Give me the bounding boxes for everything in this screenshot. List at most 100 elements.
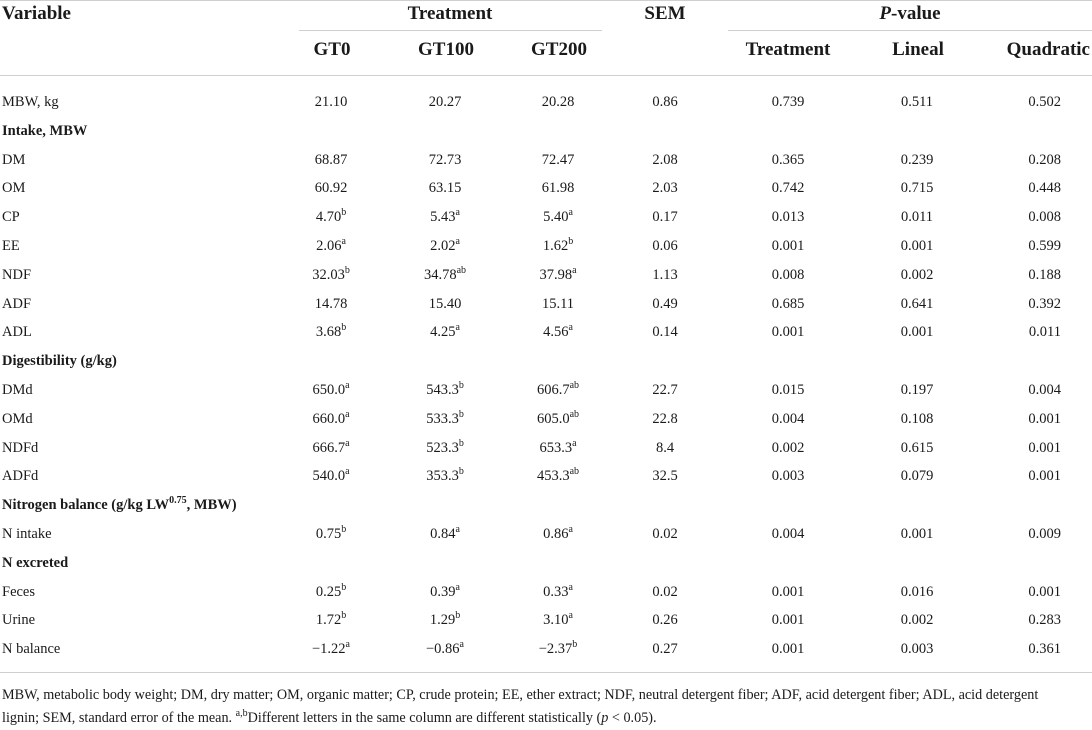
cell-value: 0.511: [900, 94, 934, 110]
cell-sem: 0.86: [652, 88, 677, 117]
significance-letter: b: [572, 639, 578, 650]
cell-gt200: 0.86a: [543, 520, 573, 549]
cell-p-lineal: 0.511: [901, 88, 933, 117]
significance-letter: a: [345, 438, 350, 449]
cell-value: 0.33: [543, 584, 569, 600]
cell-value: 20.27: [428, 94, 462, 110]
footnote-line-2-end: < 0.05).: [608, 710, 657, 726]
cell-value: 1.62: [542, 238, 569, 254]
cell-value: 0.86: [652, 94, 678, 110]
cell-value: 653.3: [539, 440, 573, 456]
cell-sem: 1.13: [652, 261, 677, 290]
cell-gt200: 3.10a: [543, 606, 573, 635]
cell-value: 22.8: [652, 411, 678, 427]
cell-gt0: 21.10: [315, 88, 348, 117]
footnote-line-1: MBW, metabolic body weight; DM, dry matt…: [2, 687, 1039, 703]
cell-value: 0.02: [652, 584, 678, 600]
cell-p-lineal: 0.641: [901, 290, 934, 319]
cell-p-quadratic: 0.001: [1028, 434, 1061, 463]
cell-value: 0.001: [1028, 584, 1061, 600]
cell-value: 606.7: [536, 382, 570, 398]
cell-value: 4.70: [315, 209, 342, 225]
cell-sem: 0.06: [652, 232, 677, 261]
cell-value: 0.108: [900, 411, 934, 427]
significance-letter: a: [455, 207, 460, 218]
cell-p-treatment: 0.001: [772, 318, 805, 347]
table-row: ADF 14.78 15.40 15.11 0.49 0.685 0.641 0.392: [0, 290, 1092, 319]
cell-gt100: 63.15: [429, 174, 462, 203]
cell-gt0: 0.75b: [316, 520, 346, 549]
cell-value: 0.015: [771, 382, 805, 398]
cell-gt0: 650.0a: [312, 376, 349, 405]
table-row: N balance −1.22a −0.86a −2.37b 0.27 0.001 0.00…: [0, 635, 1092, 664]
cell-value: 0.86: [543, 526, 569, 542]
cell-value: 2.03: [652, 180, 678, 196]
cell-p-treatment: 0.739: [772, 88, 805, 117]
cell-p-quadratic: 0.001: [1028, 462, 1061, 491]
cell-gt100: 543.3b: [426, 376, 464, 405]
significance-letter: a: [568, 524, 573, 535]
group-label: N excreted: [2, 549, 68, 578]
cell-value: 63.15: [428, 180, 462, 196]
cell-p-treatment: 0.365: [772, 146, 805, 175]
cell-gt100: 523.3b: [426, 434, 464, 463]
row-label: N balance: [2, 635, 60, 664]
cell-gt0: 14.78: [315, 290, 348, 319]
row-label: ADF: [2, 290, 31, 319]
row-label: DMd: [2, 376, 33, 405]
cell-value: 0.004: [1028, 382, 1061, 398]
cell-gt0: 2.06a: [316, 232, 346, 261]
cell-gt200: 61.98: [542, 174, 575, 203]
significance-letter: b: [458, 466, 464, 477]
table-row: Urine 1.72b 1.29b 3.10a 0.26 0.001 0.002 0.283: [0, 606, 1092, 635]
cell-value: 0.39: [430, 584, 456, 600]
cell-gt200: 453.3ab: [537, 462, 579, 491]
header-p-lineal: Lineal: [892, 39, 944, 60]
cell-value: 0.75: [315, 526, 342, 542]
significance-letter: ab: [456, 265, 467, 276]
cell-value: 0.02: [652, 526, 678, 542]
cell-gt200: 37.98a: [539, 261, 576, 290]
cell-value: 1.13: [652, 267, 678, 283]
table-group-row: Nitrogen balance (g/kg LW0.75, MBW): [0, 491, 1092, 520]
cell-value: 0.283: [1028, 612, 1061, 628]
cell-value: 2.02: [430, 238, 456, 254]
row-label: EE: [2, 232, 20, 261]
cell-value: 0.079: [900, 468, 934, 484]
table-row: NDF 32.03b 34.78ab 37.98a 1.13 0.008 0.002 0.18…: [0, 261, 1092, 290]
cell-value: 0.17: [652, 209, 678, 225]
cell-p-lineal: 0.615: [901, 434, 934, 463]
row-label: OM: [2, 174, 25, 203]
cell-gt200: 653.3a: [539, 434, 576, 463]
row-label-text: OMd: [2, 411, 33, 427]
cell-value: 0.001: [771, 324, 805, 340]
table-top-rule: [0, 0, 1092, 1]
cell-value: 0.011: [1028, 324, 1061, 340]
cell-p-quadratic: 0.011: [1029, 318, 1061, 347]
cell-value: 0.011: [900, 209, 934, 225]
significance-letter: a: [459, 639, 465, 650]
cell-p-treatment: 0.001: [772, 606, 805, 635]
header-sem: SEM: [644, 3, 686, 24]
table-row: NDFd 666.7a 523.3b 653.3a 8.4 0.002 0.615 0.001: [0, 434, 1092, 463]
cell-gt0: 0.25b: [316, 578, 346, 607]
header-p-treatment: Treatment: [745, 39, 831, 60]
cell-gt200: 5.40a: [543, 203, 573, 232]
row-label-text: ADF: [2, 296, 32, 312]
header-pvalue-group: P-value: [879, 3, 940, 25]
cell-value: 353.3: [426, 468, 459, 484]
cell-gt0: 32.03b: [312, 261, 350, 290]
cell-value: 32.5: [652, 468, 678, 484]
row-label: ADFd: [2, 462, 38, 491]
cell-value: 72.47: [541, 152, 575, 168]
cell-value: 68.87: [314, 152, 348, 168]
row-label-text: OM: [2, 180, 26, 196]
cell-value: 5.40: [543, 209, 569, 225]
cell-p-lineal: 0.715: [901, 174, 934, 203]
cell-value: 0.685: [771, 296, 805, 312]
cell-value: 61.98: [541, 180, 575, 196]
cell-gt100: 20.27: [429, 88, 462, 117]
cell-p-quadratic: 0.502: [1028, 88, 1061, 117]
cell-sem: 0.27: [652, 635, 677, 664]
cell-sem: 32.5: [652, 462, 677, 491]
